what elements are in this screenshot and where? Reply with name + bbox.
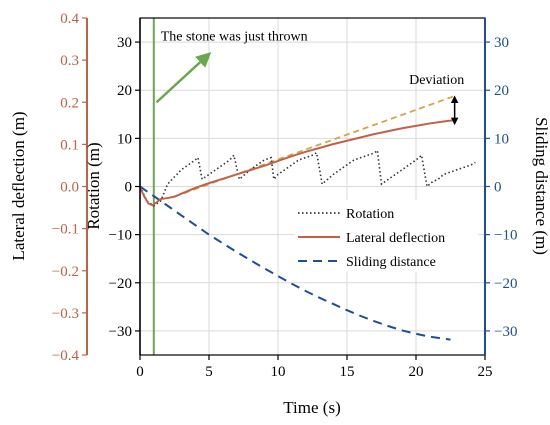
left-inner-tick-label: −10 [109,228,132,244]
left-outer-tick-label: −0.4 [52,348,80,364]
x-tick-label: 20 [409,364,424,380]
left-outer-tick-label: 0.0 [60,180,79,196]
left-outer-tick-label: −0.1 [52,222,79,238]
grid [139,18,486,355]
thrown-arrow [155,52,212,104]
left-outer-tick-label: 0.2 [60,95,79,111]
series-lateral-deflection [140,119,455,207]
legend-label-lateral-deflection: Lateral deflection [346,231,445,246]
legend-label-sliding-distance: Sliding distance [346,255,436,270]
x-axis-ticks: 0 5 10 15 20 25 [136,355,493,380]
right-tick-label: 0 [494,180,502,196]
x-tick-label: 25 [478,364,493,380]
left-outer-tick-label: 0.3 [60,53,79,69]
left-inner-axis-ticks: −30 −20 −10 0 10 20 30 [109,35,140,340]
left-outer-tick-label: −0.2 [52,264,79,280]
left-outer-tick-label: −0.3 [52,306,79,322]
left-inner-tick-label: 30 [117,35,132,51]
x-tick-label: 10 [271,364,286,380]
x-tick-label: 5 [205,364,213,380]
annotation-deviation: Deviation [409,73,464,88]
right-axis-label: Sliding distance (m) [532,117,550,255]
right-tick-label: 10 [494,131,509,147]
left-inner-tick-label: −20 [109,276,132,292]
left-inner-tick-label: 0 [125,180,133,196]
legend: Rotation Lateral deflection Sliding dist… [294,200,478,272]
series-rotation [140,148,476,207]
x-tick-label: 15 [340,364,355,380]
right-axis-ticks: −30 −20 −10 0 10 20 30 [485,35,517,340]
left-outer-axis-ticks: −0.4 −0.3 −0.2 −0.1 0.0 0.1 0.2 0.3 0.4 [52,11,87,364]
left-inner-tick-label: 20 [117,83,132,99]
annotation-thrown: The stone was just thrown [161,30,308,45]
legend-label-rotation: Rotation [346,207,394,222]
right-tick-label: 30 [494,35,509,51]
x-tick-label: 0 [136,364,144,380]
left-inner-tick-label: −30 [109,324,132,340]
x-axis-label: Time (s) [283,398,340,417]
right-tick-label: −20 [494,276,517,292]
left-outer-axis-label: Lateral deflection (m) [9,111,28,260]
left-outer-tick-label: 0.1 [60,137,79,153]
left-inner-axis-label: Rotation (m) [84,142,103,229]
left-outer-tick-label: 0.4 [60,11,79,27]
series-sliding-distance [140,185,451,341]
right-tick-label: −30 [494,324,517,340]
left-inner-tick-label: 10 [117,131,132,147]
right-tick-label: −10 [494,228,517,244]
right-tick-label: 20 [494,83,509,99]
